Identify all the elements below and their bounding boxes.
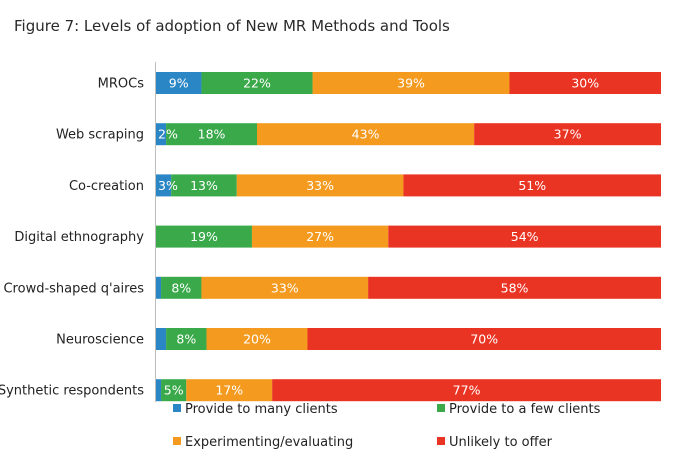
bar-segment [156, 123, 167, 146]
data-label: 30% [571, 76, 599, 91]
legend-label: Provide to a few clients [449, 402, 601, 417]
bar-segment [312, 72, 510, 94]
bar-segment [403, 174, 661, 197]
bar-segment [307, 328, 661, 350]
legend-swatch [173, 404, 181, 412]
bar-segment [186, 379, 273, 402]
data-label: 19% [190, 229, 218, 244]
data-label: 9% [169, 76, 189, 91]
bar-segment [206, 328, 308, 350]
chart-title: Figure 7: Levels of adoption of New MR M… [14, 17, 450, 35]
data-label: 20% [243, 332, 271, 347]
category-label: Crowd-shaped q'aires [3, 281, 144, 296]
data-label: 33% [306, 178, 334, 193]
data-label: 33% [271, 280, 299, 295]
data-label: 2% [158, 127, 178, 142]
data-label: 43% [352, 127, 380, 142]
legend-label: Experimenting/evaluating [185, 435, 353, 450]
data-label: 8% [176, 332, 196, 347]
legend-swatch [437, 404, 445, 412]
bar-segment [171, 174, 237, 197]
data-label: 51% [518, 178, 546, 193]
data-label: 54% [511, 229, 539, 244]
data-label: 17% [215, 383, 243, 398]
category-label: Co-creation [69, 179, 144, 194]
legend-label: Provide to many clients [185, 402, 338, 417]
bar-segment [156, 328, 167, 350]
bar-segment [201, 72, 313, 94]
bar-segment [156, 379, 162, 402]
category-label: MROCs [98, 77, 145, 92]
bar-segment [368, 276, 661, 299]
category-label: Synthetic respondents [0, 384, 144, 399]
data-label: 5% [164, 383, 184, 398]
data-label: 3% [158, 178, 178, 193]
category-label: Web scraping [56, 128, 144, 143]
data-label: 22% [243, 76, 271, 91]
bar-segment [388, 225, 661, 248]
bar-segment [272, 379, 661, 402]
bar-segment [509, 72, 661, 94]
bar-segment [257, 123, 475, 146]
bar-segment [236, 174, 404, 197]
data-label: 18% [198, 127, 226, 142]
data-label: 8% [171, 280, 191, 295]
bar-segment [201, 276, 369, 299]
bar-segment [156, 72, 202, 94]
data-label: 70% [470, 332, 498, 347]
legend-swatch [173, 437, 181, 445]
bar-segment [474, 123, 661, 146]
bar-segment [166, 123, 257, 146]
category-label: Digital ethnography [14, 230, 144, 245]
data-label: 13% [190, 178, 218, 193]
data-label: 27% [306, 229, 334, 244]
data-label: 39% [397, 76, 425, 91]
bar-segment [161, 379, 187, 402]
data-label: 58% [501, 280, 529, 295]
category-label: Neuroscience [56, 333, 144, 348]
bar-segment [156, 276, 162, 299]
data-label: 77% [453, 383, 481, 398]
bar-segment [161, 276, 202, 299]
legend-swatch [437, 437, 445, 445]
bar-segment [156, 225, 252, 248]
bar-segment [166, 328, 207, 350]
bar-segment [156, 174, 172, 197]
legend-label: Unlikely to offer [449, 435, 553, 450]
data-label: 37% [554, 127, 582, 142]
bar-segment [251, 225, 389, 248]
